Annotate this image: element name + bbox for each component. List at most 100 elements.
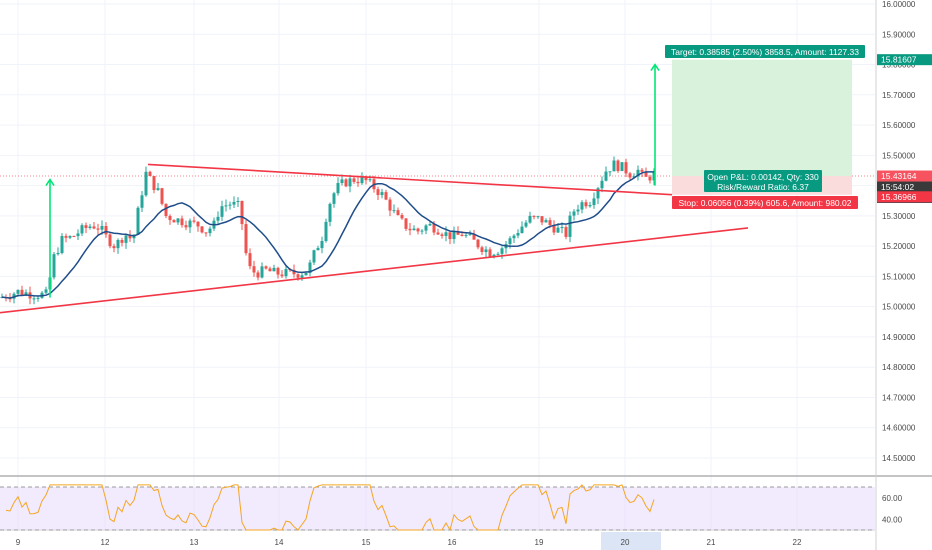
- candle-body: [540, 216, 544, 223]
- price-tick-label: 14.70000: [882, 393, 916, 402]
- price-tag-entry-bg: [877, 170, 932, 182]
- candle-body: [120, 239, 124, 243]
- candle-body: [276, 267, 280, 275]
- candle-body: [564, 227, 568, 237]
- candle-body: [584, 202, 588, 207]
- candle-body: [316, 248, 320, 251]
- candle-body: [528, 215, 532, 223]
- candle-body: [328, 203, 332, 222]
- candle-body: [264, 266, 268, 269]
- candle-body: [424, 225, 428, 231]
- candle-body: [532, 215, 536, 217]
- candle-body: [268, 268, 272, 272]
- candle-body: [636, 169, 640, 177]
- arrows[interactable]: [45, 63, 660, 298]
- price-tick-label: 15.70000: [882, 91, 916, 100]
- candle-body: [572, 211, 576, 216]
- candle-body: [312, 250, 316, 263]
- moving-average-line: [1, 171, 654, 299]
- price-tick-label: 14.80000: [882, 363, 916, 372]
- rsi-band: [0, 487, 875, 530]
- trendlines[interactable]: [0, 163, 749, 314]
- time-tick-label: 19: [535, 538, 544, 547]
- candle-body: [60, 236, 64, 254]
- candle-body: [68, 236, 72, 238]
- time-tick-label: 22: [793, 538, 802, 547]
- candle-body: [168, 215, 172, 221]
- price-tick-label: 16.00000: [882, 0, 916, 9]
- candle-body: [108, 234, 112, 247]
- candle-body: [176, 218, 180, 223]
- candle-body: [408, 228, 412, 231]
- candle-body: [164, 203, 168, 216]
- arrow-head: [650, 63, 660, 71]
- candle-body: [544, 220, 548, 223]
- candle-body: [32, 298, 36, 300]
- position-labels: Target: 0.38585 (2.50%) 3858.5, Amount: …: [665, 45, 865, 209]
- candle-body: [172, 220, 176, 223]
- candle-body: [596, 188, 600, 199]
- trendline-upper[interactable]: [147, 163, 673, 196]
- price-tag-target-bg: [877, 54, 932, 66]
- time-tick-label: 16: [448, 538, 457, 547]
- candle-body: [548, 220, 552, 225]
- time-axis[interactable]: 9 12 13 14 15 16 19 20 21 22: [16, 532, 802, 550]
- candle-body: [380, 192, 384, 196]
- price-tick-label: 15.30000: [882, 212, 916, 221]
- candle-body: [604, 171, 608, 181]
- price-tick-label: 15.50000: [882, 151, 916, 160]
- candle-body: [620, 162, 624, 172]
- candle-body: [104, 226, 108, 235]
- candle-body: [180, 218, 184, 226]
- candle-body: [344, 179, 348, 187]
- candle-body: [240, 200, 244, 225]
- candle-body: [428, 223, 432, 226]
- candle-body: [128, 235, 132, 239]
- price-tick-label: 14.50000: [882, 454, 916, 463]
- time-tick-label: 14: [275, 538, 284, 547]
- candle-body: [256, 272, 260, 278]
- candle-body: [140, 195, 144, 208]
- candle-body: [580, 202, 584, 210]
- candle-body: [88, 226, 92, 229]
- candle-body: [52, 254, 56, 278]
- candle-body: [392, 210, 396, 212]
- candle-body: [576, 209, 580, 212]
- candle-body: [360, 176, 364, 184]
- candle-body: [340, 179, 344, 184]
- pnl-label-bg: [704, 170, 822, 192]
- candle-body: [624, 162, 628, 174]
- candle-body: [492, 254, 496, 257]
- candle-body: [272, 267, 276, 272]
- candle-body: [56, 253, 60, 255]
- candle-body: [412, 228, 416, 231]
- candles: [0, 156, 656, 305]
- price-tick-label: 15.90000: [882, 30, 916, 39]
- profit-zone: [672, 59, 852, 177]
- candle-body: [96, 228, 100, 230]
- candle-body: [244, 224, 248, 254]
- candle-body: [432, 223, 436, 233]
- candle-body: [76, 233, 80, 237]
- candle-body: [196, 221, 200, 227]
- price-axis[interactable]: 16.0000015.9000015.8000015.7000015.60000…: [877, 0, 932, 463]
- candle-body: [536, 216, 540, 218]
- candle-body: [92, 226, 96, 229]
- trendline-lower[interactable]: [0, 227, 749, 314]
- candle-body: [652, 171, 656, 181]
- price-tag-stop: 15.36966: [881, 192, 917, 202]
- candle-body: [36, 297, 40, 299]
- candle-body: [112, 246, 116, 249]
- candle-body: [184, 225, 188, 228]
- candle-body: [440, 234, 444, 236]
- time-tick-label: 20: [621, 538, 630, 547]
- candle-body: [116, 239, 120, 249]
- candle-body: [336, 183, 340, 194]
- candle-body: [632, 176, 636, 178]
- candle-body: [124, 235, 128, 243]
- candle-body: [160, 188, 164, 204]
- candle-body: [220, 206, 224, 217]
- time-tick-label: 15: [362, 538, 371, 547]
- candle-body: [376, 189, 380, 196]
- candle-body: [648, 176, 652, 181]
